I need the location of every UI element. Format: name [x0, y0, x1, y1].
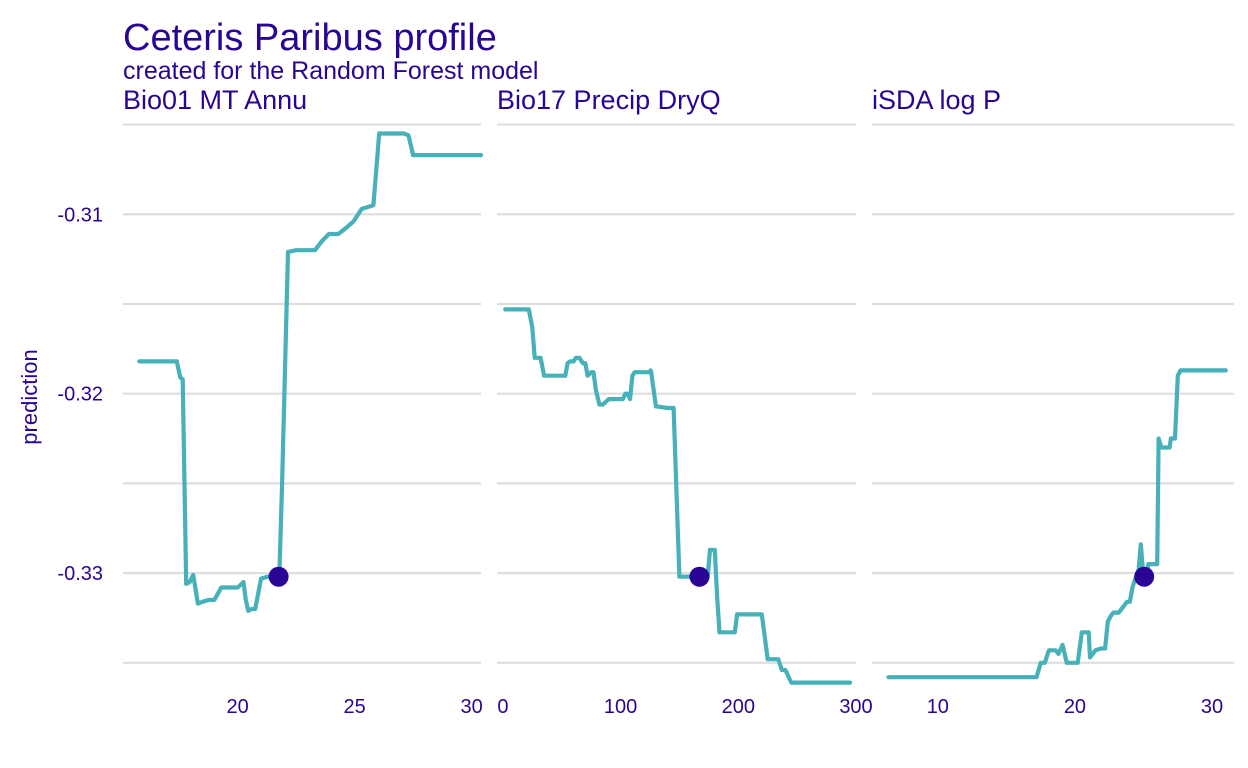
y-axis-label: prediction: [17, 349, 42, 444]
profile-line: [886, 368, 1228, 680]
y-tick-labels: -0.31 -0.32 -0.33: [57, 204, 103, 585]
facet-panel: Bio17 Precip DryQ 0 100 200 300: [497, 85, 873, 718]
x-tick-label: 200: [722, 696, 755, 718]
x-tick-label: 300: [839, 696, 872, 718]
facet-panels: Bio01 MT Annu 20 25 30 Bio17 Precip DryQ 0 100…: [123, 85, 1234, 718]
observation-point: [268, 566, 289, 587]
x-tick-label: 20: [227, 696, 249, 718]
x-tick-label: 100: [604, 696, 637, 718]
facet-panel: Bio01 MT Annu 20 25 30: [123, 85, 484, 718]
chart-title: Ceteris Paribus profile: [123, 17, 497, 59]
y-tick-label: -0.31: [57, 204, 103, 226]
observation-point: [689, 566, 710, 587]
observation-point: [1134, 566, 1155, 587]
x-tick-label: 20: [1064, 696, 1086, 718]
facet-strip-label: Bio17 Precip DryQ: [497, 85, 721, 115]
chart-subtitle: created for the Random Forest model: [123, 57, 538, 85]
x-tick-label: 10: [927, 696, 949, 718]
profile-line: [137, 131, 484, 613]
x-tick-label: 0: [497, 696, 508, 718]
facet-panel: iSDA log P 10 20 30: [872, 85, 1234, 718]
y-tick-label: -0.32: [57, 384, 103, 406]
profile-line: [503, 307, 853, 685]
x-tick-label: 25: [344, 696, 366, 718]
x-tick-label: 30: [1201, 696, 1223, 718]
x-tick-label: 30: [461, 696, 483, 718]
facet-strip-label: Bio01 MT Annu: [123, 85, 307, 115]
facet-strip-label: iSDA log P: [872, 85, 1001, 115]
y-tick-label: -0.33: [57, 563, 103, 585]
